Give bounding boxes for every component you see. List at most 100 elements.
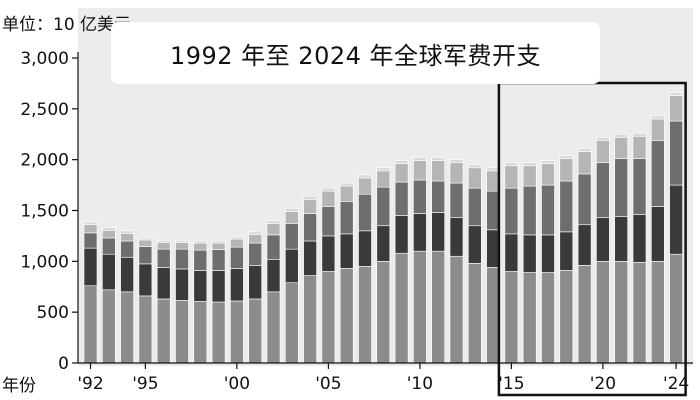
x-axis: '92 '95 '00 '05 '10 '15 '20 '24 (77, 362, 693, 394)
bar-segment-2004-s2 (303, 213, 317, 242)
bar-segment-1992-s3 (83, 224, 98, 234)
y-tick-label: 1,000 (20, 252, 69, 272)
bar-segment-2009-s3 (394, 163, 409, 183)
bar-segment-2022-s4 (632, 132, 647, 137)
bar-segment-2002-s2 (266, 234, 281, 260)
bar-segment-1993-s2 (102, 237, 116, 255)
y-tick-label: 500 (37, 303, 69, 323)
bar-segment-1995-s3 (138, 239, 153, 247)
bar-segment-2001-s4 (248, 231, 262, 235)
bar-segment-2023-s0 (650, 261, 665, 364)
x-tick-label: '10 (407, 374, 433, 394)
bar-segment-2011-s4 (431, 157, 446, 161)
bar-segment-2017-s1 (541, 234, 555, 273)
bar-segment-1997-s3 (175, 242, 189, 250)
chart-title-box: 1992 年至 2024 年全球军费开支 (111, 22, 600, 84)
bar-segment-2024-s3 (669, 95, 683, 122)
x-tick-label: '15 (498, 374, 524, 394)
bar-segment-1993-s4 (102, 227, 116, 231)
bar-segment-1999-s0 (211, 301, 226, 364)
bar-segment-1999-s2 (211, 249, 226, 271)
bar-segment-2000-s4 (230, 236, 244, 240)
bar-segment-1994-s3 (120, 233, 134, 242)
bar-segment-2022-s0 (632, 262, 647, 364)
bar-segment-2017-s4 (541, 160, 555, 165)
bar-segment-2024-s4 (669, 92, 683, 96)
bar-segment-2018-s2 (559, 180, 574, 233)
bar-segment-2018-s1 (559, 231, 574, 271)
bar-segment-1996-s4 (156, 240, 171, 243)
bar-segment-1993-s0 (102, 289, 116, 364)
x-tick-label: '20 (590, 374, 616, 394)
bar-segment-2005-s0 (321, 271, 336, 364)
bar-segment-2012-s2 (449, 182, 464, 218)
bar-segment-1998-s4 (193, 240, 208, 244)
bar-segment-2007-s1 (358, 230, 372, 267)
bar-segment-2003-s4 (284, 208, 299, 212)
bar-segment-1994-s4 (120, 230, 134, 234)
bar-segment-2002-s0 (266, 291, 281, 364)
bar-segment-2015-s0 (504, 271, 519, 364)
bar-segment-2023-s2 (650, 140, 665, 207)
bar-segment-2010-s1 (413, 213, 427, 252)
bar-segment-2019-s3 (577, 151, 592, 175)
bar-segment-2022-s2 (632, 158, 647, 215)
bar-segment-2010-s3 (413, 160, 427, 181)
bar-segment-2007-s0 (358, 266, 372, 364)
bar-segment-2015-s1 (504, 233, 519, 272)
bar-segment-2011-s1 (431, 212, 446, 252)
bar-segment-2013-s0 (467, 263, 482, 364)
bar-segment-2013-s4 (467, 164, 482, 169)
bar-segment-1997-s4 (175, 240, 189, 243)
bar-segment-2007-s2 (358, 193, 372, 232)
bar-segment-2023-s1 (650, 206, 665, 262)
bar-segment-2021-s2 (614, 158, 629, 217)
bar-segment-2010-s2 (413, 179, 427, 214)
bar-segment-2009-s2 (394, 181, 409, 216)
y-tick-label: 1,500 (20, 202, 69, 222)
bar-segment-1994-s0 (120, 291, 134, 364)
bar-segment-2014-s4 (486, 167, 500, 172)
bar-segment-2021-s3 (614, 137, 629, 159)
bar-segment-2016-s1 (522, 234, 537, 273)
y-tick-label: 2,500 (20, 100, 69, 120)
bar-segment-2022-s3 (632, 135, 647, 159)
x-tick-label: '92 (77, 374, 103, 394)
bar-segment-2014-s3 (486, 170, 500, 192)
bar-segment-2005-s3 (321, 190, 336, 207)
bar-segment-2002-s4 (266, 220, 281, 225)
bar-segment-1998-s0 (193, 301, 208, 364)
bar-segment-2008-s2 (376, 186, 391, 227)
bar-segment-2018-s0 (559, 270, 574, 364)
bar-segment-1997-s0 (175, 300, 189, 364)
bar-segment-2020-s0 (596, 261, 610, 364)
bar-segment-2012-s4 (449, 159, 464, 164)
bar-segment-2011-s0 (431, 250, 446, 364)
bar-segment-2001-s0 (248, 298, 262, 364)
bar-segment-2015-s2 (504, 187, 519, 235)
x-tick-label: '95 (132, 374, 158, 394)
bar-segment-2008-s4 (376, 167, 391, 172)
bar-segment-1997-s1 (175, 268, 189, 301)
bar-segment-2002-s1 (266, 258, 281, 293)
bar-segment-2020-s2 (596, 162, 610, 218)
bar-segment-2007-s4 (358, 174, 372, 179)
bar-segment-2016-s0 (522, 272, 537, 364)
bar-segment-2000-s2 (230, 246, 244, 269)
bar-segment-1995-s2 (138, 246, 153, 265)
bar-segment-1999-s4 (211, 240, 226, 244)
bar-segment-2001-s2 (248, 242, 262, 266)
bar-segment-2010-s0 (413, 250, 427, 364)
y-tick-label: 0 (58, 354, 69, 374)
bar-segment-2014-s2 (486, 190, 500, 231)
unit-label: 单位：10 亿美元 (2, 15, 132, 35)
bar-segment-2005-s2 (321, 206, 336, 237)
bar-segment-2015-s4 (504, 162, 519, 167)
bar-segment-1992-s1 (83, 247, 98, 287)
bar-segment-2018-s4 (559, 155, 574, 159)
bar-segment-1992-s0 (83, 285, 98, 364)
bar-segment-1997-s2 (175, 248, 189, 270)
bar-segment-1996-s1 (156, 267, 171, 300)
x-tick-label: '05 (315, 374, 341, 394)
bar-segment-2018-s3 (559, 158, 574, 182)
